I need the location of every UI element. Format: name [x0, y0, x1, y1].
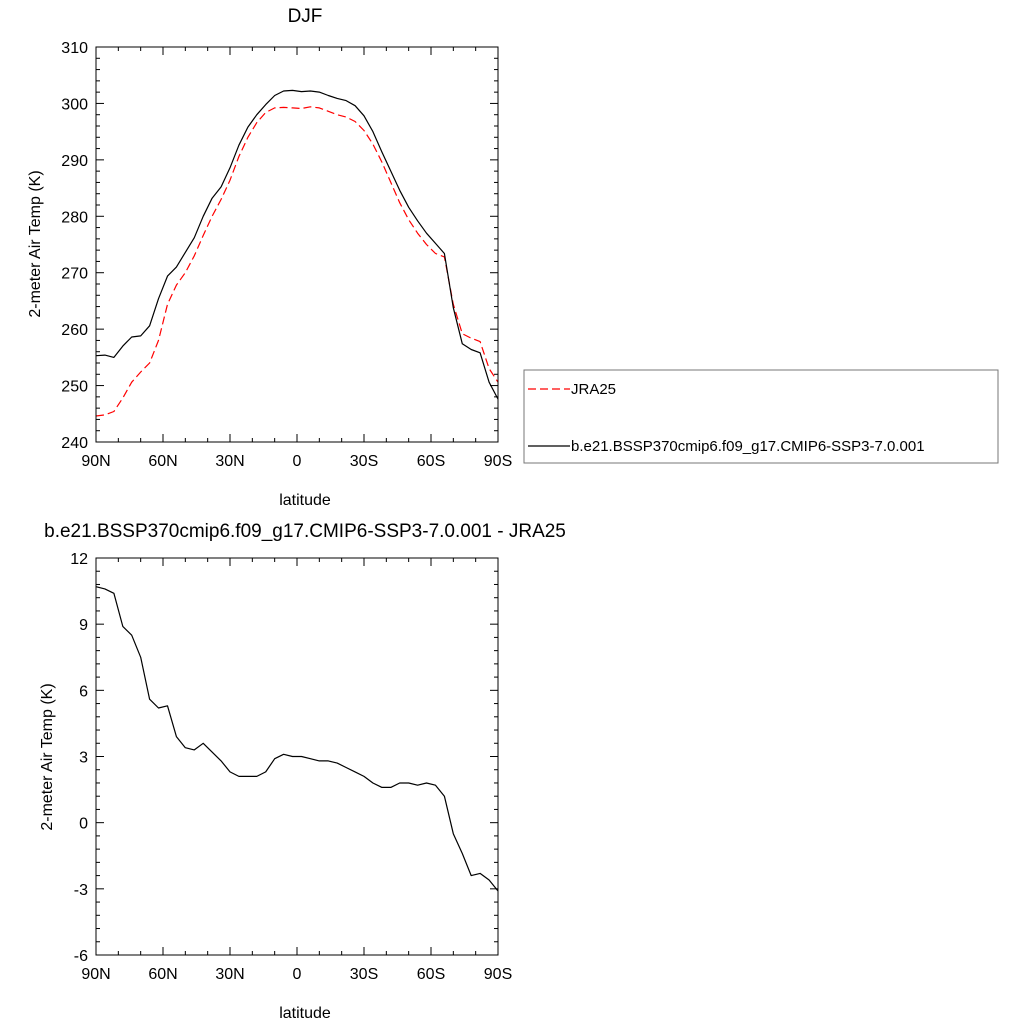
- bottom-ticks: [95, 557, 499, 956]
- bottom-y-tick-labels: -6 -3 0 3 6 9 12: [70, 551, 88, 965]
- bottom-x-tick-label: 60S: [417, 966, 445, 983]
- top-series-line-1: [95, 106, 499, 417]
- bottom-y-tick-label: 0: [79, 816, 88, 833]
- bottom-x-tick-label: 0: [293, 966, 302, 983]
- top-y-tick-label: 300: [61, 96, 88, 113]
- top-ticks: [95, 46, 499, 443]
- top-series-line-2: [95, 89, 499, 400]
- bottom-plot-frame: [95, 557, 499, 956]
- top-x-tick-label: 60S: [417, 453, 445, 470]
- bottom-x-tick-label: 90S: [484, 966, 512, 983]
- top-y-tick-label: 280: [61, 209, 88, 226]
- bottom-y-tick-label: 9: [79, 617, 88, 634]
- bottom-y-tick-label: -6: [74, 948, 88, 965]
- top-x-tick-label: 90S: [484, 453, 512, 470]
- top-y-tick-label: 240: [61, 435, 88, 452]
- legend-box: [523, 369, 999, 464]
- bottom-y-tick-label: 3: [79, 750, 88, 767]
- legend-label-model: b.e21.BSSP370cmip6.f09_g17.CMIP6-SSP3-7.…: [571, 438, 925, 455]
- bottom-y-tick-label: -3: [74, 882, 88, 899]
- top-series: [95, 89, 499, 417]
- bottom-x-tick-label: 30S: [350, 966, 378, 983]
- bottom-x-tick-label: 30N: [215, 966, 244, 983]
- top-y-tick-label: 290: [61, 153, 88, 170]
- bottom-x-axis-label: latitude: [279, 1005, 331, 1022]
- top-plot-frame: [95, 46, 499, 443]
- bottom-x-tick-label: 90N: [81, 966, 110, 983]
- bottom-title: b.e21.BSSP370cmip6.f09_g17.CMIP6-SSP3-7.…: [44, 521, 566, 542]
- top-title: DJF: [288, 6, 323, 27]
- top-y-tick-label: 310: [61, 40, 88, 57]
- top-panel: DJF 240 250 260 270 280 290 300 310 90N 60N 30N 0 3…: [27, 6, 512, 509]
- bottom-x-tick-labels: 90N 60N 30N 0 30S 60S 90S: [81, 966, 512, 983]
- top-x-tick-label: 90N: [81, 453, 110, 470]
- bottom-series: [95, 586, 499, 892]
- top-x-tick-label: 30S: [350, 453, 378, 470]
- top-y-tick-label: 270: [61, 266, 88, 283]
- top-y-tick-label: 250: [61, 379, 88, 396]
- top-x-tick-label: 60N: [148, 453, 177, 470]
- top-x-tick-labels: 90N 60N 30N 0 30S 60S 90S: [81, 453, 512, 470]
- top-y-tick-labels: 240 250 260 270 280 290 300 310: [61, 40, 88, 452]
- top-x-tick-label: 30N: [215, 453, 244, 470]
- bottom-y-tick-label: 6: [79, 683, 88, 700]
- bottom-panel: b.e21.BSSP370cmip6.f09_g17.CMIP6-SSP3-7.…: [39, 521, 566, 1022]
- legend-label-jra25: JRA25: [571, 381, 616, 398]
- top-x-axis-label: latitude: [279, 492, 331, 509]
- bottom-y-tick-label: 12: [70, 551, 88, 568]
- bottom-x-tick-label: 60N: [148, 966, 177, 983]
- top-y-tick-label: 260: [61, 322, 88, 339]
- legend: JRA25 b.e21.BSSP370cmip6.f09_g17.CMIP6-S…: [523, 369, 999, 464]
- bottom-series-line-1: [95, 586, 499, 892]
- top-y-axis-label: 2-meter Air Temp (K): [27, 170, 44, 317]
- bottom-y-axis-label: 2-meter Air Temp (K): [39, 683, 56, 830]
- top-x-tick-label: 0: [293, 453, 302, 470]
